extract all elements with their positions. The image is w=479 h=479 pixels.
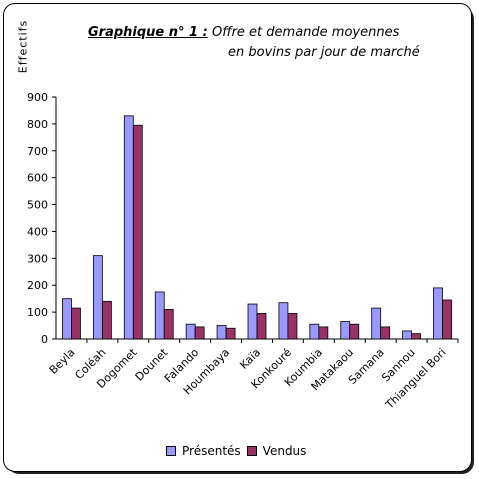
title-prefix: Graphique n° 1 : xyxy=(88,25,208,40)
chart-frame xyxy=(3,3,472,472)
legend-swatch-vendus xyxy=(246,446,257,456)
bar-vendus xyxy=(380,326,391,340)
bar-presentes xyxy=(371,307,382,340)
bar-vendus xyxy=(132,124,143,340)
legend-swatch-presentes xyxy=(166,446,176,456)
bar-vendus xyxy=(71,307,81,340)
x-tick-label: Kaïa xyxy=(237,346,263,372)
y-tick-label: 500 xyxy=(27,199,48,212)
bar-presentes xyxy=(340,321,351,340)
bar-vendus xyxy=(194,326,205,340)
bar-presentes xyxy=(216,325,227,340)
bar-vendus xyxy=(349,323,360,340)
bar-vendus xyxy=(287,313,298,340)
bar-vendus xyxy=(163,309,174,340)
y-tick-label: 200 xyxy=(27,279,48,292)
y-tick-label: 0 xyxy=(41,333,48,346)
bar-presentes xyxy=(154,291,165,340)
bar-presentes xyxy=(309,323,320,340)
bar-presentes xyxy=(402,330,413,340)
legend-label-vendus: Vendus xyxy=(262,444,307,458)
y-tick-label: 100 xyxy=(27,306,48,319)
bar-presentes xyxy=(62,298,72,340)
bar-presentes xyxy=(247,303,258,340)
y-tick-label: 300 xyxy=(27,252,48,265)
bar-presentes xyxy=(123,115,134,340)
bar-vendus xyxy=(256,313,267,340)
bar-vendus xyxy=(411,333,422,340)
y-tick-label: 400 xyxy=(27,225,48,238)
title-line1: Offre et demande moyennes xyxy=(211,25,400,40)
y-tick-label: 700 xyxy=(27,145,48,158)
y-tick-label: 900 xyxy=(27,91,48,104)
legend: Présentés Vendus xyxy=(166,444,306,458)
bar-presentes xyxy=(92,255,103,340)
bar-presentes xyxy=(278,302,289,340)
bar-presentes xyxy=(185,323,196,340)
bar-vendus xyxy=(101,300,112,340)
y-tick-label: 800 xyxy=(27,118,48,131)
chart-title: Graphique n° 1 : Offre et demande moyenn… xyxy=(88,24,448,42)
bar-vendus xyxy=(442,299,452,340)
y-tick-label: 600 xyxy=(27,172,48,185)
legend-label-presentes: Présentés xyxy=(182,444,241,458)
bar-vendus xyxy=(225,327,236,340)
title-line2: en bovins par jour de marché xyxy=(228,45,420,60)
bar-vendus xyxy=(318,326,329,340)
bar-presentes xyxy=(433,287,443,340)
